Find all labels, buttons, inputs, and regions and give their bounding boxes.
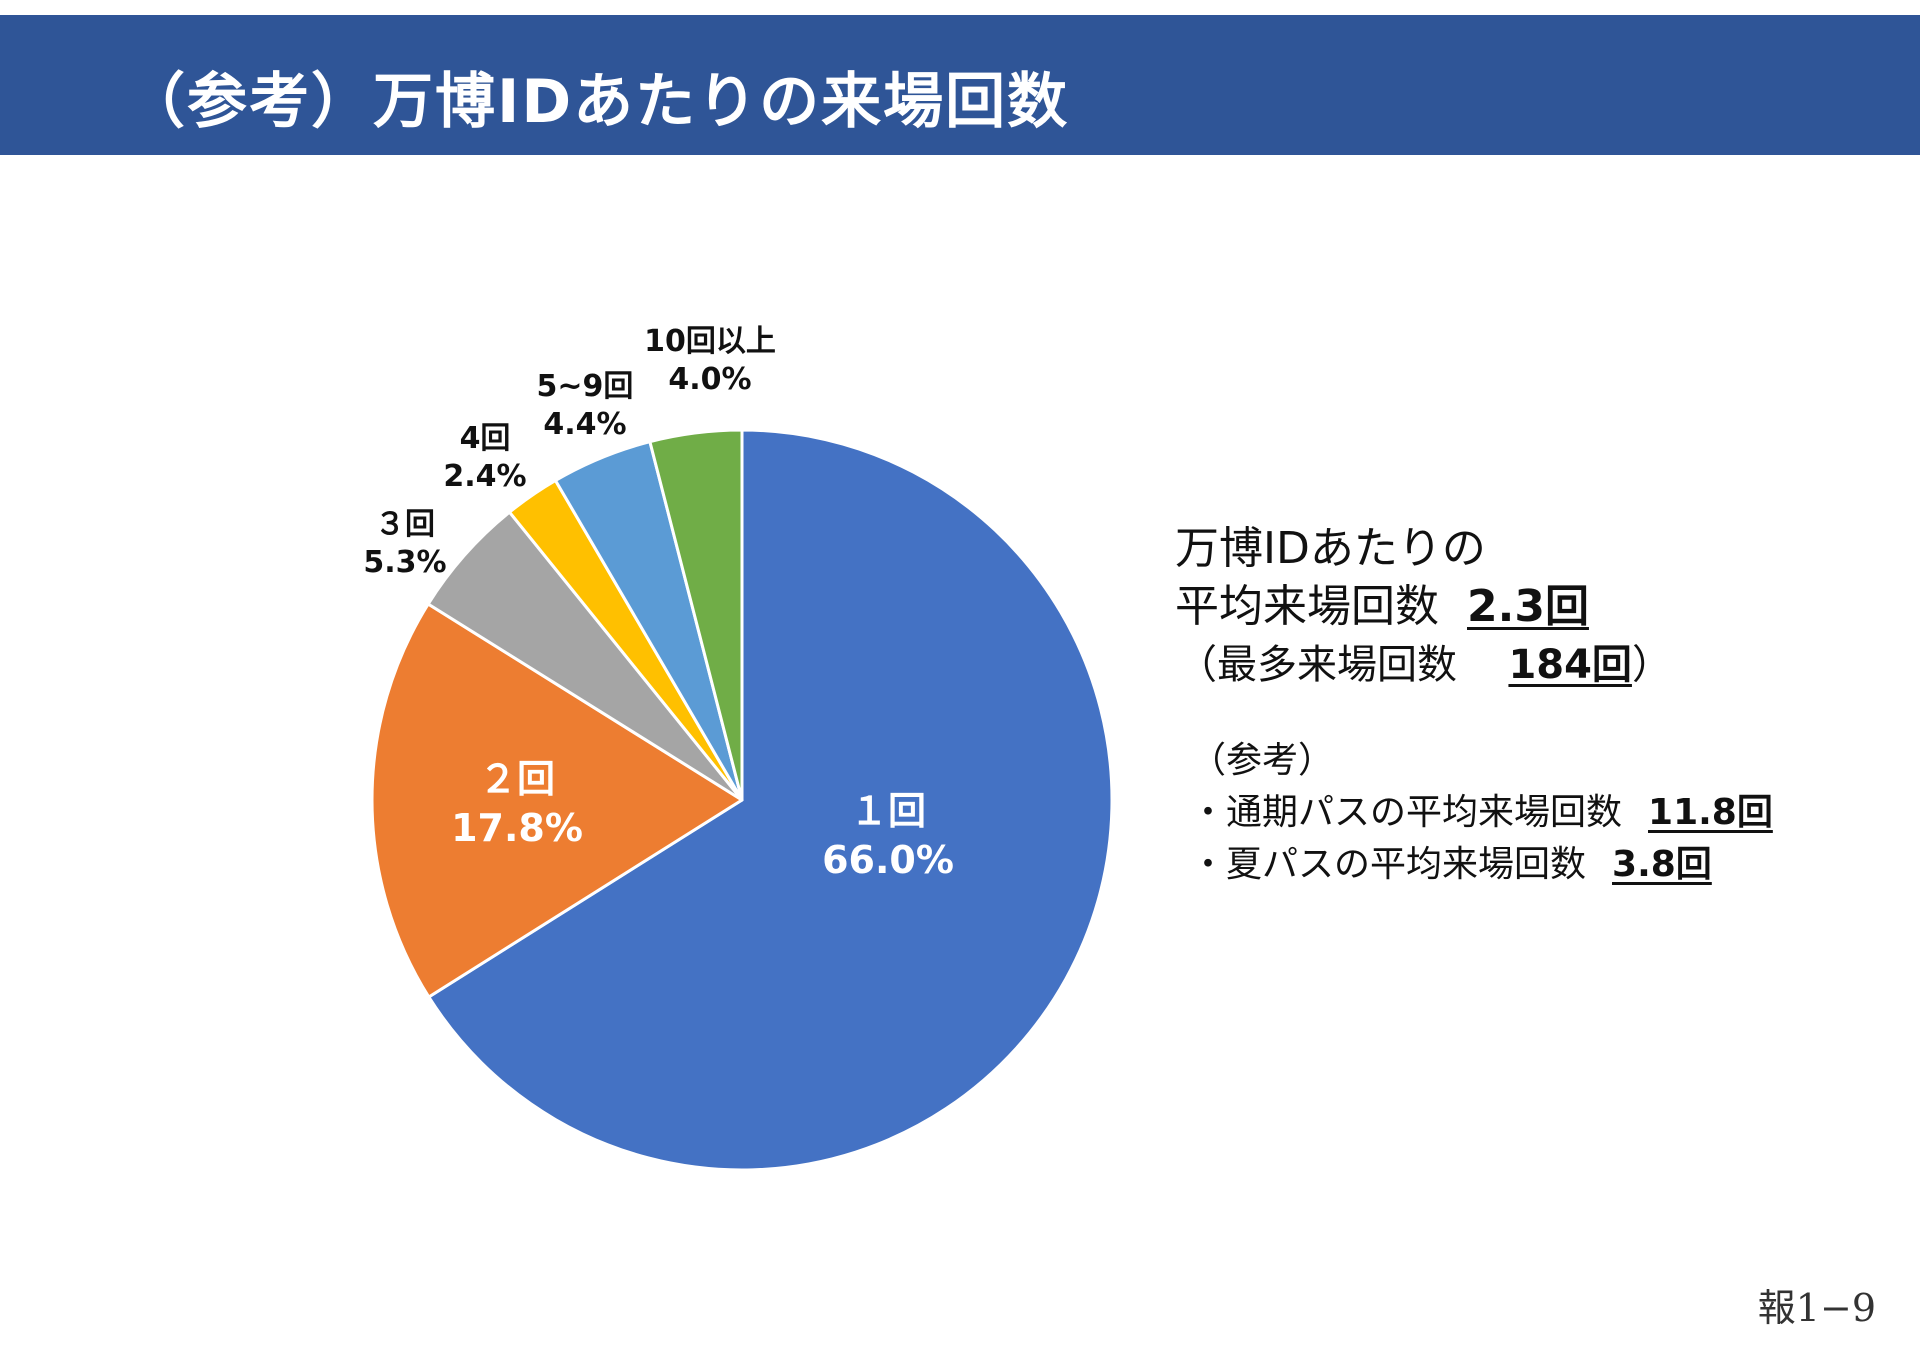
slice-2-percent: 17.8% bbox=[451, 805, 583, 850]
pie-slice-6 bbox=[648, 428, 744, 802]
reference-item-label: ・夏パスの平均来場回数 bbox=[1190, 844, 1587, 885]
summary-line-2: 平均来場回数 2.3回 bbox=[1175, 578, 1672, 636]
max-label: （最多来場回数 bbox=[1177, 642, 1457, 688]
average-label: 平均来場回数 bbox=[1175, 581, 1439, 632]
title-bar: （参考）万博IDあたりの来場回数 bbox=[0, 15, 1920, 155]
slice-1-percent: 66.0% bbox=[822, 837, 954, 882]
max-close-paren: ） bbox=[1631, 642, 1672, 688]
label-slice-1: １回 66.0% bbox=[808, 787, 968, 884]
reference-block: （参考） ・通期パスの平均来場回数 11.8回 ・夏パスの平均来場回数 3.8回 bbox=[1190, 735, 1773, 891]
max-visits-value: 184回 bbox=[1508, 642, 1632, 688]
slice-6-percent: 4.0% bbox=[668, 362, 752, 398]
summary-block: 万博IDあたりの 平均来場回数 2.3回 （最多来場回数 184回） bbox=[1175, 520, 1672, 694]
label-slice-5: 5~9回 4.4% bbox=[515, 368, 655, 445]
page-number: 報1−9 bbox=[1757, 1286, 1876, 1330]
slice-3-percent: 5.3% bbox=[363, 545, 447, 581]
summary-line-3: （最多来場回数 184回） bbox=[1175, 636, 1672, 694]
reference-item: ・夏パスの平均来場回数 3.8回 bbox=[1190, 839, 1773, 891]
label-slice-6: 10回以上 4.0% bbox=[620, 323, 800, 400]
slice-4-category: 4回 bbox=[459, 421, 511, 456]
label-slice-3: ３回 5.3% bbox=[340, 506, 470, 583]
slice-5-category: 5~9回 bbox=[536, 369, 634, 404]
label-slice-2: ２回 17.8% bbox=[437, 755, 597, 852]
reference-heading: （参考） bbox=[1190, 740, 1335, 781]
pie-slice-1 bbox=[427, 428, 1114, 1172]
slice-2-category: ２回 bbox=[478, 757, 555, 801]
slice-6-category: 10回以上 bbox=[644, 324, 776, 359]
slice-4-percent: 2.4% bbox=[443, 459, 527, 495]
summary-line-1: 万博IDあたりの bbox=[1175, 523, 1486, 574]
slice-1-category: １回 bbox=[849, 789, 926, 833]
reference-item-label: ・通期パスの平均来場回数 bbox=[1190, 792, 1623, 833]
reference-item-value: 11.8回 bbox=[1648, 792, 1773, 833]
reference-item-value: 3.8回 bbox=[1612, 844, 1712, 885]
label-slice-4: 4回 2.4% bbox=[420, 420, 550, 497]
slice-3-category: ３回 bbox=[375, 507, 435, 542]
slice-5-percent: 4.4% bbox=[543, 407, 627, 443]
average-visits-value: 2.3回 bbox=[1467, 581, 1589, 632]
pie-slice-2 bbox=[370, 602, 744, 999]
reference-item: ・通期パスの平均来場回数 11.8回 bbox=[1190, 787, 1773, 839]
page-title: （参考）万博IDあたりの来場回数 bbox=[125, 67, 1070, 137]
